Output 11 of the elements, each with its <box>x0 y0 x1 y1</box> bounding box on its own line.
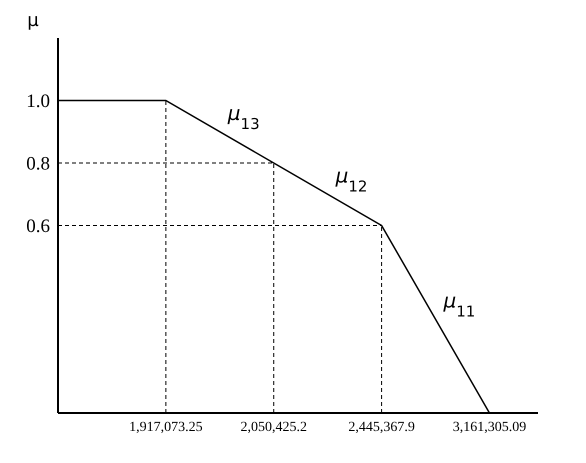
x-tick-label: 2,050,425.2 <box>240 420 307 435</box>
annotation: μ$_{12}$ <box>334 163 368 196</box>
annotation: μ$_{13}$ <box>226 100 260 133</box>
x-tick-label: 3,161,305.09 <box>452 420 526 435</box>
y-tick-label: 0.6 <box>26 216 50 238</box>
y-axis-title: μ <box>27 10 40 31</box>
x-tick-label: 1,917,073.25 <box>129 420 203 435</box>
y-tick-label: 1.0 <box>26 91 50 112</box>
y-tick-label: 0.8 <box>26 154 50 175</box>
annotation: μ$_{11}$ <box>442 288 476 320</box>
x-tick-label: 2,445,367.9 <box>348 420 415 435</box>
